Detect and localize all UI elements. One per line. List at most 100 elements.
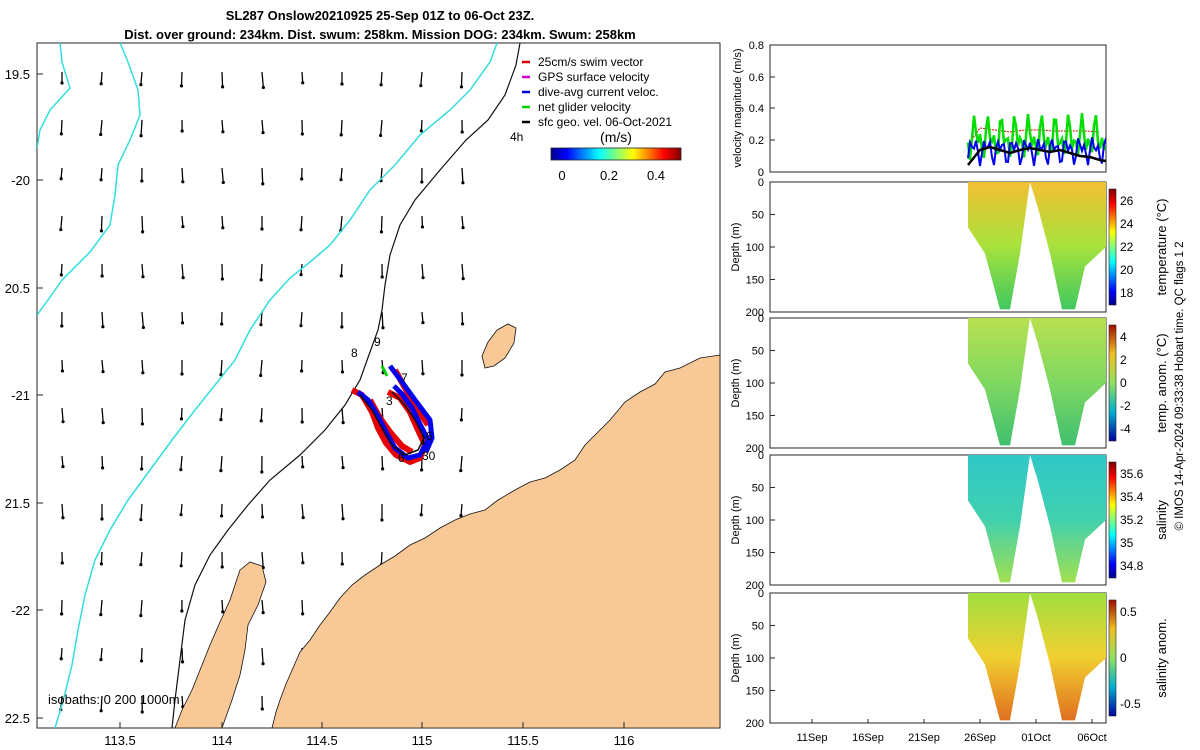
salinity-data bbox=[968, 455, 1106, 583]
velocity-arrow-head bbox=[259, 419, 263, 423]
track-label: 7 bbox=[401, 371, 408, 385]
velocity-arrow bbox=[221, 119, 224, 132]
velocity-arrow-head bbox=[100, 517, 104, 521]
velocity-arrow-head bbox=[341, 421, 345, 425]
velocity-arrow bbox=[461, 263, 464, 279]
isobath-1000m-b bbox=[37, 43, 141, 316]
temperature-data bbox=[968, 182, 1106, 310]
velocity-arrow-head bbox=[301, 561, 305, 565]
depth-tick-label: 200 bbox=[746, 443, 764, 455]
velocity-arrow bbox=[60, 263, 63, 275]
legend-entry: GPS surface velocity bbox=[538, 70, 649, 84]
velocity-arrow bbox=[180, 407, 183, 419]
velocity-arrow bbox=[460, 455, 463, 471]
temp_anom-data bbox=[968, 318, 1106, 446]
velocity-ylabel: velocity magnitude (m/s) bbox=[732, 48, 744, 167]
velocity-arrow-head bbox=[221, 610, 225, 614]
velocity-arrow-head bbox=[61, 516, 65, 520]
lon-tick-label: 116 bbox=[614, 733, 635, 748]
lat-tick-label: -22 bbox=[11, 603, 30, 618]
velocity-arrow-head bbox=[341, 466, 345, 470]
velocity-arrow-head bbox=[221, 180, 225, 185]
depth-tick-label: 100 bbox=[746, 378, 764, 390]
velocity-arrow-head bbox=[141, 230, 145, 234]
velocity-arrow-head bbox=[139, 134, 143, 138]
title-line-2: Dist. over ground: 234km. Dist. swum: 25… bbox=[124, 27, 636, 42]
velocity-arrow-head bbox=[339, 178, 343, 182]
velocity-arrow-head bbox=[459, 514, 463, 518]
velocity-arrow-head bbox=[301, 612, 305, 616]
velocity-arrow bbox=[60, 215, 63, 230]
velocity-arrow bbox=[260, 311, 263, 325]
track-label: 8 bbox=[351, 346, 358, 360]
velocity-arrow-head bbox=[300, 132, 304, 136]
velocity-arrow-head bbox=[60, 324, 64, 328]
salinity-colorbar-label: salinity bbox=[1154, 500, 1169, 540]
time-tick-label: 16Sep bbox=[852, 732, 884, 744]
velocity-arrow-head bbox=[379, 230, 384, 234]
depth-tick-label: 0 bbox=[758, 177, 764, 189]
lon-tick-label: 113.5 bbox=[104, 733, 136, 748]
lat-tick-label: 21.5 bbox=[5, 496, 30, 511]
velocity-arrow bbox=[181, 647, 184, 662]
velocity-arrow-head bbox=[460, 130, 464, 134]
velocity-arrow-head bbox=[419, 83, 423, 88]
velocity-arrow-head bbox=[221, 130, 225, 134]
velocity-arrow-head bbox=[461, 277, 465, 281]
velocity-arrow bbox=[261, 551, 264, 568]
velocity-arrow bbox=[420, 503, 423, 515]
velocity-arrow bbox=[301, 599, 304, 614]
temp_anom-section: 0 50 100 150 200 Depth (m) 4 2 0 -2 -4 temp. anom. … bbox=[730, 313, 1169, 455]
velocity-arrow bbox=[341, 503, 344, 519]
velocity-arrow-head bbox=[261, 611, 265, 615]
velocity-arrow-head bbox=[99, 178, 103, 182]
velocity-arrow-head bbox=[341, 517, 345, 521]
velocity-arrow bbox=[300, 311, 303, 326]
velocity-y-tick-label: 0 bbox=[758, 167, 764, 179]
velocity-arrow-head bbox=[101, 370, 105, 374]
depth-tick-label: 50 bbox=[752, 210, 764, 222]
velocity-arrow-head bbox=[261, 662, 265, 666]
velocity-arrow-head bbox=[181, 180, 185, 184]
velocity-arrow-head bbox=[301, 81, 305, 85]
land-island bbox=[481, 323, 517, 369]
velocity-arrow-head bbox=[141, 275, 145, 279]
velocity-arrow-head bbox=[180, 321, 185, 325]
velocity-arrow-head bbox=[59, 657, 63, 661]
legend-entry: 25cm/s swim vector bbox=[538, 55, 643, 69]
velocity-arrow-head bbox=[100, 466, 105, 470]
velocity-arrow bbox=[220, 455, 223, 471]
velocity-arrow-head bbox=[380, 518, 384, 522]
speed-colorbar: (m/s) 0 0.2 0.4 bbox=[550, 129, 682, 183]
velocity-arrow-head bbox=[220, 565, 224, 569]
velocity-arrow bbox=[381, 455, 384, 469]
velocity-arrow bbox=[101, 359, 104, 372]
velocity-arrow-head bbox=[340, 562, 344, 566]
velocity-arrow-head bbox=[59, 273, 63, 277]
velocity-arrow bbox=[61, 503, 64, 518]
temp_anom-colorbar-tick: 4 bbox=[1120, 330, 1127, 344]
velocity-arrow bbox=[100, 599, 103, 615]
velocity-arrow-head bbox=[461, 226, 465, 230]
velocity-arrow-head bbox=[260, 470, 264, 474]
velocity-arrow-head bbox=[60, 81, 64, 85]
velocity-arrow-head bbox=[179, 513, 183, 517]
velocity-arrow bbox=[100, 71, 103, 84]
time-tick-label: 06Oct bbox=[1077, 732, 1106, 744]
temperature-colorbar-tick: 22 bbox=[1120, 240, 1134, 254]
isobath-1000m-a bbox=[54, 43, 498, 728]
velocity-arrow bbox=[461, 167, 464, 183]
velocity-arrow bbox=[261, 167, 264, 184]
velocity-arrow-head bbox=[301, 515, 305, 520]
sal_anom-colorbar-tick: 0.5 bbox=[1120, 605, 1137, 619]
velocity-arrow bbox=[220, 407, 223, 420]
lat-tick-label: 20.5 bbox=[5, 281, 30, 296]
velocity-arrow-head bbox=[379, 83, 383, 87]
velocity-arrow bbox=[101, 407, 104, 423]
velocity-y-tick-label: 0.8 bbox=[749, 40, 764, 52]
velocity-arrow bbox=[140, 599, 143, 616]
velocity-arrow bbox=[301, 503, 304, 518]
velocity-blue-line bbox=[967, 137, 1106, 167]
track-label: 3 bbox=[386, 394, 393, 408]
